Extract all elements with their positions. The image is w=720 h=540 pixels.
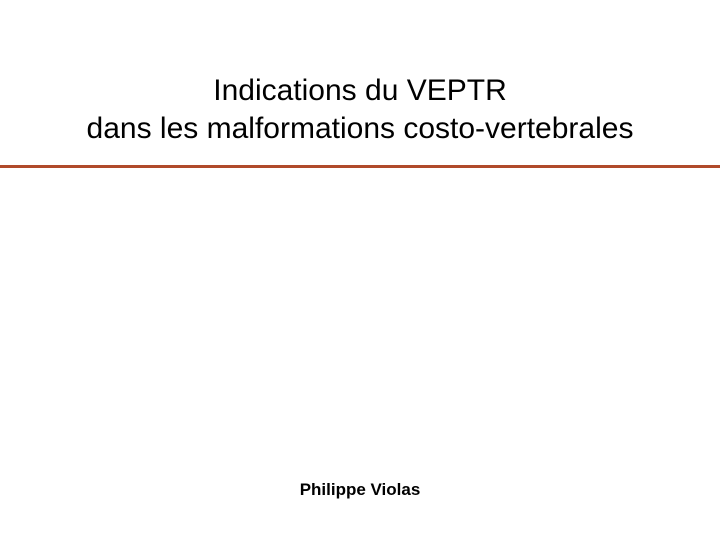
slide-title: Indications du VEPTR dans les malformati… <box>0 72 720 147</box>
title-line-2: dans les malformations costo-vertebrales <box>0 110 720 148</box>
title-line-1: Indications du VEPTR <box>0 72 720 110</box>
separator-rule <box>0 165 720 168</box>
author-name: Philippe Violas <box>0 480 720 500</box>
